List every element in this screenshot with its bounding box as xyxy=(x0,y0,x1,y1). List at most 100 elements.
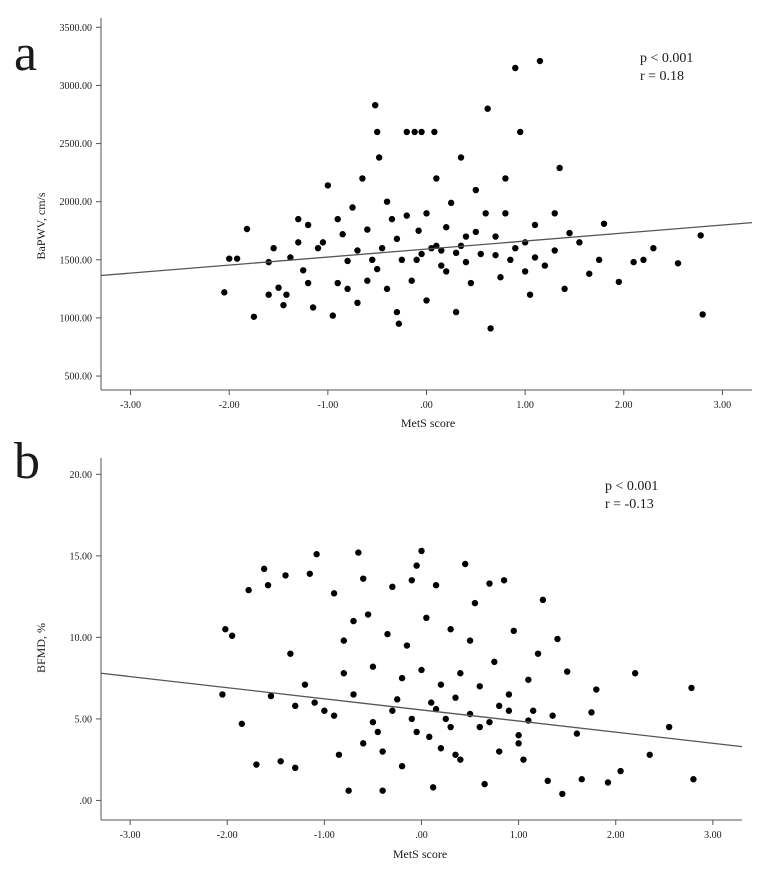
data-point-a xyxy=(431,128,438,136)
y-tick-label-a: 3000.00 xyxy=(60,81,93,92)
data-point-a xyxy=(364,277,371,284)
data-point-b xyxy=(330,712,338,719)
data-point-b xyxy=(563,668,571,675)
y-tick-label-b: .00 xyxy=(80,796,93,807)
data-point-b xyxy=(321,707,328,714)
x-tick-label-b: -1.00 xyxy=(314,830,335,841)
data-point-a xyxy=(423,297,430,304)
data-point-b xyxy=(408,577,415,584)
data-point-a xyxy=(438,262,445,269)
data-point-b xyxy=(228,632,236,639)
y-tick-label-b: 10.00 xyxy=(70,633,93,644)
data-point-b xyxy=(403,642,411,649)
data-point-b xyxy=(432,705,440,713)
data-point-a xyxy=(295,239,302,246)
data-point-b xyxy=(384,630,391,638)
data-point-b xyxy=(379,787,386,794)
data-point-a xyxy=(221,289,228,296)
data-point-b xyxy=(515,732,522,739)
data-point-b xyxy=(398,762,406,770)
data-point-a xyxy=(398,256,406,263)
data-point-b xyxy=(529,707,537,714)
data-point-a xyxy=(372,101,379,109)
data-point-a xyxy=(492,251,499,259)
panel-label-a: a xyxy=(14,25,37,82)
data-point-b xyxy=(505,707,513,714)
data-point-a xyxy=(334,279,341,287)
data-point-a xyxy=(512,64,519,72)
data-point-a xyxy=(433,242,440,250)
data-point-a xyxy=(280,301,287,309)
data-point-b xyxy=(282,572,289,579)
data-point-b xyxy=(593,686,600,693)
regression-line-a xyxy=(100,221,753,277)
y-axis-title-b: BFMD, % xyxy=(34,623,48,673)
r-value-annotation-a: r = 0.18 xyxy=(640,69,684,84)
panel-b: b p < 0.001 r = -0.13 MetS score BFMD, %… xyxy=(14,433,743,861)
data-point-a xyxy=(541,262,549,269)
data-point-a xyxy=(462,233,470,240)
data-point-a xyxy=(250,313,258,320)
p-value-annotation-b: p < 0.001 xyxy=(605,479,658,494)
data-point-a xyxy=(403,212,410,219)
data-point-b xyxy=(534,650,542,657)
data-point-a xyxy=(457,154,465,161)
data-point-b xyxy=(520,756,527,763)
data-point-a xyxy=(233,255,241,262)
x-tick-label-a: 2.00 xyxy=(615,400,633,411)
data-point-a xyxy=(408,277,415,284)
data-point-b xyxy=(379,748,386,755)
data-point-a xyxy=(443,224,450,231)
data-point-a xyxy=(615,278,623,286)
data-point-b xyxy=(330,590,338,597)
data-point-b xyxy=(311,699,318,706)
panel-a: a p < 0.001 r = 0.18 MetS score BaPWV, c… xyxy=(14,18,753,430)
data-point-b xyxy=(500,577,508,584)
data-point-b xyxy=(486,718,493,726)
data-point-b xyxy=(287,650,294,657)
data-point-b xyxy=(264,581,272,589)
data-point-a xyxy=(487,325,494,332)
data-point-a xyxy=(354,247,361,254)
data-point-b xyxy=(374,728,381,736)
data-point-a xyxy=(243,225,251,233)
data-point-b xyxy=(481,780,488,788)
x-tick-label-a: -2.00 xyxy=(219,400,240,411)
data-point-a xyxy=(334,215,341,223)
data-point-a xyxy=(411,128,418,136)
data-point-b xyxy=(510,627,517,635)
data-point-b xyxy=(340,637,348,644)
data-point-a xyxy=(521,268,529,275)
y-tick-label-b: 15.00 xyxy=(70,551,93,562)
data-point-a xyxy=(566,229,573,237)
data-point-b xyxy=(238,720,246,727)
data-point-b xyxy=(413,562,420,569)
data-point-b xyxy=(369,718,377,726)
data-point-a xyxy=(600,220,608,227)
data-point-a xyxy=(339,231,346,238)
data-point-a xyxy=(630,258,637,266)
data-point-a xyxy=(551,210,558,217)
data-point-a xyxy=(517,128,524,136)
x-tick-label-a: 3.00 xyxy=(714,400,732,411)
data-point-b xyxy=(345,787,352,794)
data-point-a xyxy=(393,308,401,316)
data-point-a xyxy=(373,265,381,273)
data-point-b xyxy=(355,549,362,556)
data-point-b xyxy=(360,575,367,582)
panel-label-b: b xyxy=(14,433,40,490)
data-point-b xyxy=(690,776,697,783)
data-point-b xyxy=(306,570,314,577)
data-point-b xyxy=(292,702,299,710)
data-point-a xyxy=(482,210,489,217)
data-point-b xyxy=(437,745,445,752)
data-point-b xyxy=(471,599,479,607)
data-point-b xyxy=(432,581,440,589)
data-point-b xyxy=(549,712,556,719)
data-point-b xyxy=(486,580,493,587)
x-tick-label-a: 1.00 xyxy=(516,400,534,411)
data-point-a xyxy=(354,299,361,307)
data-point-a xyxy=(433,175,440,182)
data-point-b xyxy=(604,779,612,786)
